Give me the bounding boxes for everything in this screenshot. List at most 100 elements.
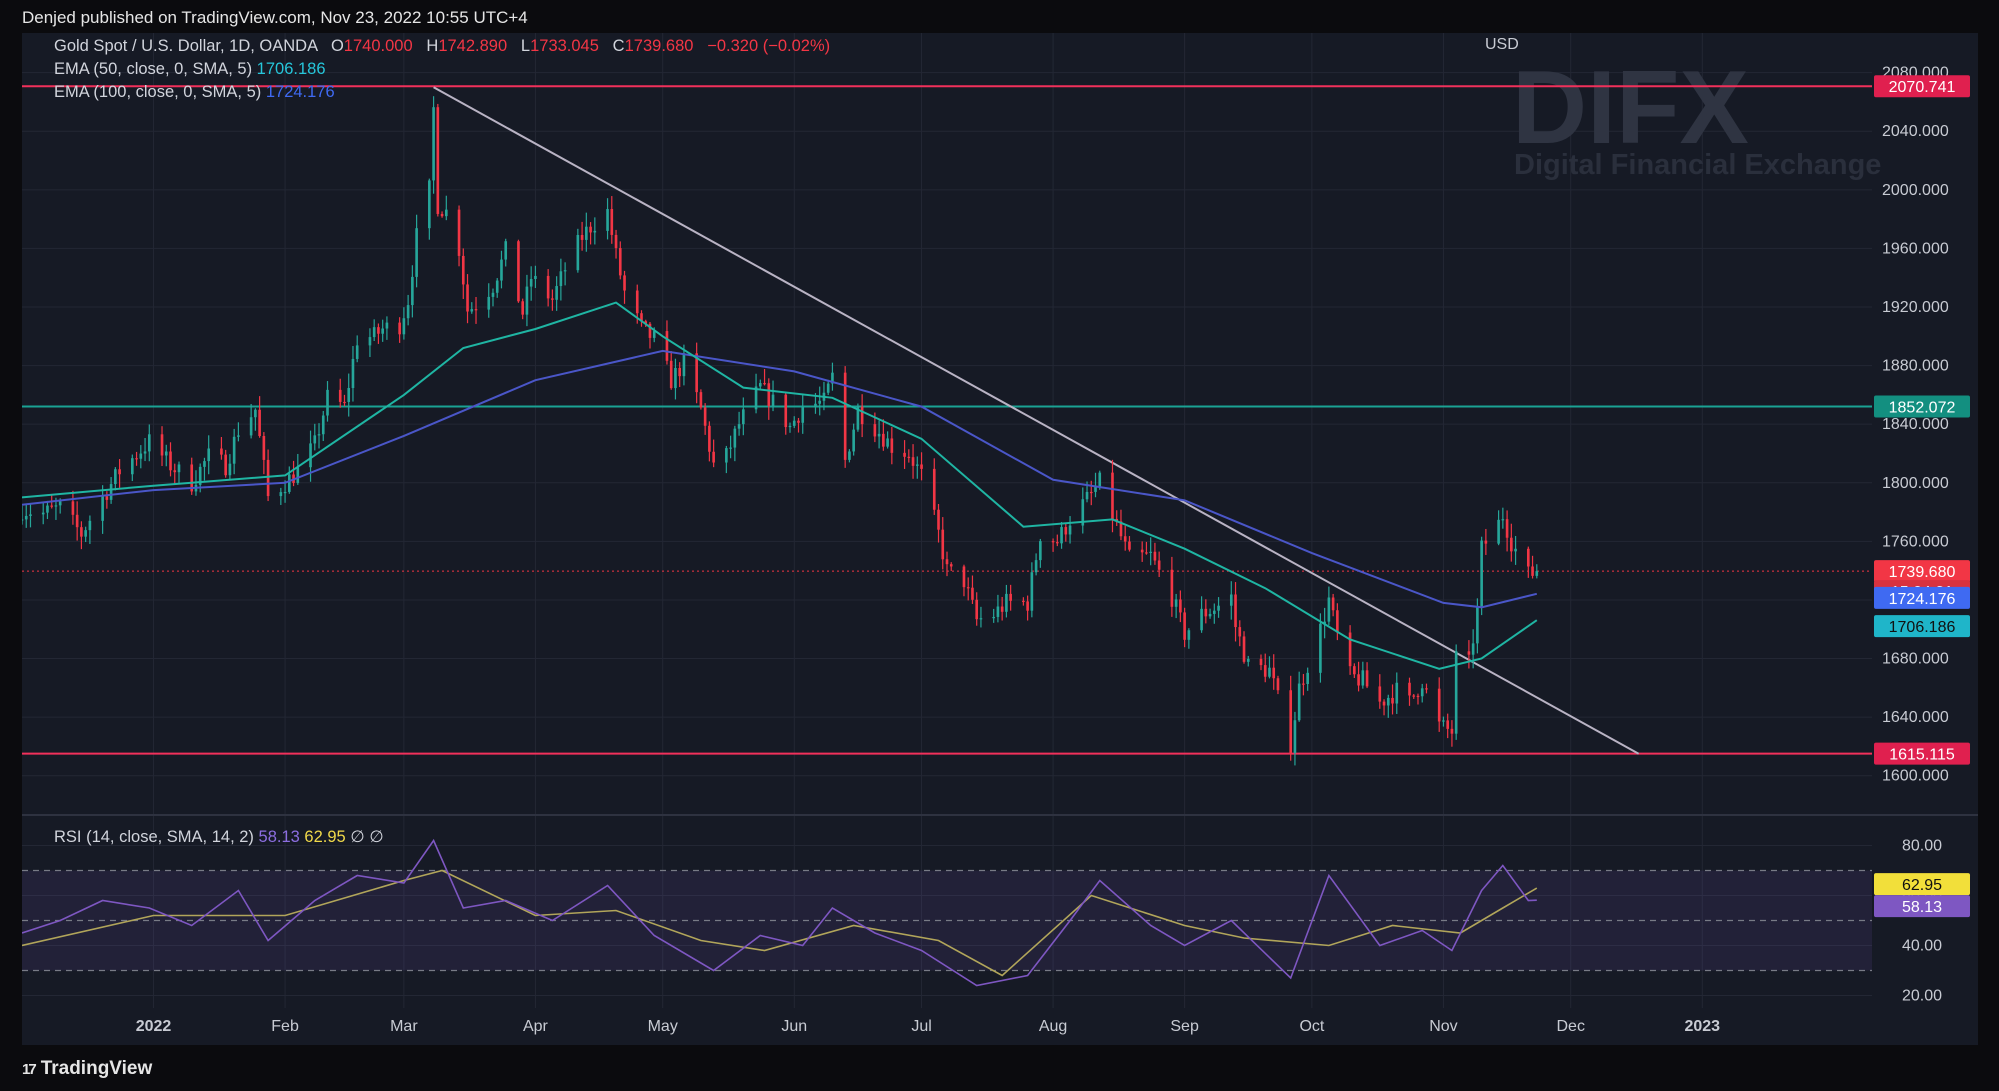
candle-body xyxy=(669,360,673,389)
candle-body xyxy=(131,458,134,475)
tradingview-logo[interactable]: 17 TradingView xyxy=(22,1058,152,1080)
candle xyxy=(84,526,87,543)
candle-body xyxy=(814,403,817,408)
candle-body xyxy=(818,400,822,404)
level-tag-1852.072-text: 1852.072 xyxy=(1889,399,1956,416)
candle xyxy=(377,323,380,344)
candle xyxy=(1081,487,1085,534)
candle-body xyxy=(979,618,983,620)
candle xyxy=(826,379,830,396)
candle-body xyxy=(190,464,194,492)
last-price-tag-text: 1739.680 xyxy=(1889,564,1956,581)
candle-body xyxy=(517,241,520,302)
candle xyxy=(585,212,588,252)
candle xyxy=(996,594,1000,623)
candle-body xyxy=(75,514,79,528)
candle-body xyxy=(118,469,121,475)
candle xyxy=(190,457,194,495)
candle xyxy=(258,396,261,438)
price-tick-label: 2040.000 xyxy=(1882,123,1949,140)
candle-body xyxy=(644,321,648,324)
candle xyxy=(1157,551,1161,577)
candle-body xyxy=(495,280,499,293)
candle xyxy=(937,503,940,543)
candle xyxy=(317,423,321,449)
candle-body xyxy=(729,447,732,449)
candle-body xyxy=(546,275,550,299)
candle-body xyxy=(313,435,317,444)
candle-body xyxy=(1005,593,1008,612)
candle-body xyxy=(207,448,211,462)
candle-body xyxy=(1119,521,1123,537)
ema100-line xyxy=(21,349,1538,609)
candle xyxy=(729,435,732,459)
candle-body xyxy=(1425,688,1428,690)
price-tick-label: 1920.000 xyxy=(1882,299,1949,316)
time-tick-label: Jun xyxy=(781,1018,807,1035)
candle-body xyxy=(54,505,58,507)
candle-body xyxy=(996,606,1000,617)
candle xyxy=(160,426,164,467)
candle-body xyxy=(232,436,236,464)
candle xyxy=(758,379,762,390)
candle-body xyxy=(521,301,525,315)
candle xyxy=(88,515,92,544)
candle-body xyxy=(831,372,834,384)
candle-body xyxy=(1480,540,1483,608)
candle-body xyxy=(932,468,936,510)
candle xyxy=(733,425,737,462)
chart-svg[interactable]: DIFX Digital Financial Exchange 1600.000… xyxy=(20,33,1978,1045)
candle-body xyxy=(1293,720,1297,753)
candle xyxy=(343,394,346,407)
candle-body xyxy=(428,180,431,229)
candle xyxy=(1094,472,1097,498)
candle xyxy=(606,198,609,240)
candle xyxy=(457,205,461,267)
rsi-tick-label: 80.00 xyxy=(1902,838,1942,855)
ema100-price-tag: 1724.176 xyxy=(1874,586,1970,609)
candle-body xyxy=(1009,593,1012,601)
candle xyxy=(254,408,257,431)
candle xyxy=(614,229,618,259)
ema100-legend[interactable]: EMA (100, close, 0, SMA, 5) 1724.176 xyxy=(54,83,335,102)
ema50-price-tag-bg xyxy=(1874,615,1970,638)
candle-body xyxy=(1446,720,1450,729)
candle-body xyxy=(254,409,257,418)
time-tick-label: Dec xyxy=(1557,1018,1585,1035)
candle-body xyxy=(758,383,762,387)
candle-body xyxy=(220,448,223,455)
candle-body xyxy=(283,491,287,494)
candle xyxy=(1497,510,1500,546)
candle-body xyxy=(801,407,805,423)
level-tag-2070.741-text: 2070.741 xyxy=(1889,79,1956,96)
candle xyxy=(618,241,622,280)
candle-body xyxy=(1323,621,1326,624)
candle-body xyxy=(143,451,147,454)
candle xyxy=(1128,536,1131,552)
candle xyxy=(75,501,79,541)
candle-body xyxy=(703,407,707,426)
candle-body xyxy=(50,505,54,507)
candle xyxy=(147,424,151,462)
candle xyxy=(249,403,253,439)
candle xyxy=(41,502,45,525)
candle xyxy=(517,239,520,303)
time-tick-label: Nov xyxy=(1429,1018,1457,1035)
candle xyxy=(1179,590,1182,623)
candle-body xyxy=(1420,688,1424,697)
candle xyxy=(971,575,974,604)
candle-body xyxy=(470,309,474,312)
chart-panel[interactable]: DIFX Digital Financial Exchange 1600.000… xyxy=(20,33,1978,1045)
candle xyxy=(742,397,745,436)
rsi-tick-label: 20.00 xyxy=(1902,988,1942,1005)
candle xyxy=(682,344,686,386)
candle xyxy=(1416,693,1420,705)
candle xyxy=(228,454,232,480)
candle xyxy=(1217,597,1220,618)
rsi-legend[interactable]: RSI (14, close, SMA, 14, 2) 58.13 62.95 … xyxy=(54,827,384,847)
candle-body xyxy=(1408,682,1411,696)
ema50-legend[interactable]: EMA (50, close, 0, SMA, 5) 1706.186 xyxy=(54,60,326,79)
candle xyxy=(436,103,440,217)
candle-body xyxy=(1450,728,1454,734)
candle xyxy=(177,461,181,485)
